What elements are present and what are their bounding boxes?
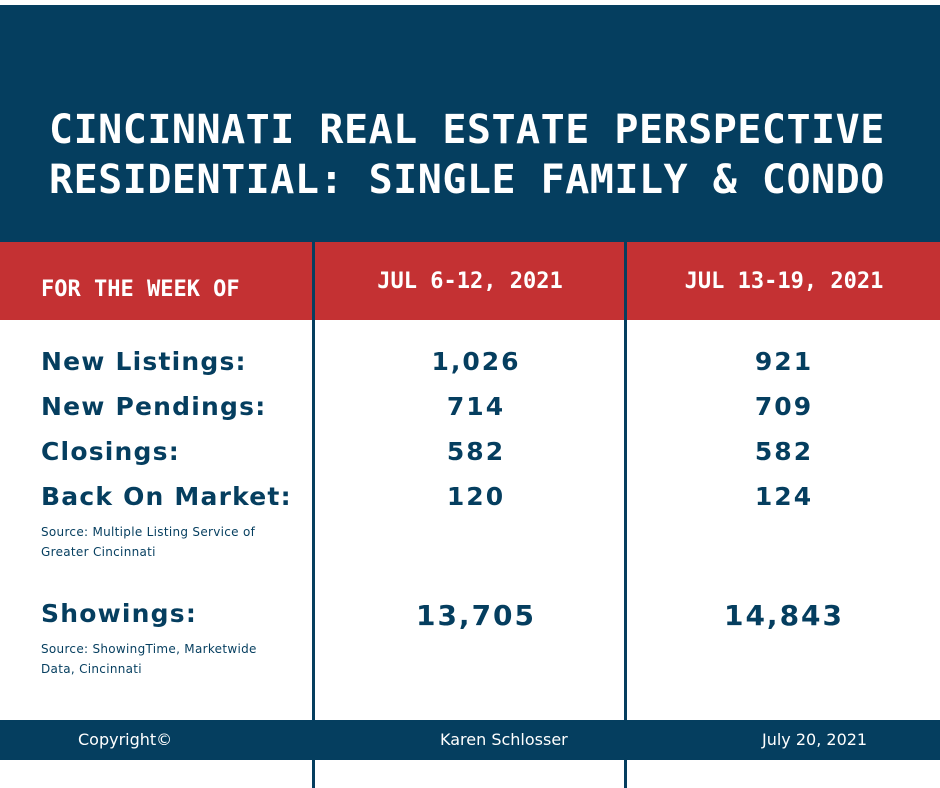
source-note-mls-line-1: Source: Multiple Listing Service of [41,525,256,539]
value-back-on-market-week-1: 120 [446,482,506,511]
value-new-pendings-week-2: 709 [754,392,814,421]
footer-author: Karen Schlosser [440,730,568,749]
column-header-week-2: JUL 13-19, 2021 [684,268,884,294]
column-header-bar: FOR THE WEEK OF JUL 6-12, 2021 JUL 13-19… [0,242,940,320]
row-label-back-on-market: Back On Market: [41,482,292,511]
title-line-2: RESIDENTIAL: SINGLE FAMILY & CONDO [49,157,885,203]
value-new-listings-week-1: 1,026 [431,347,521,376]
row-label-closings: Closings: [41,437,180,466]
source-note-showingtime-line-2: Data, Cincinnati [41,662,142,676]
value-new-listings-week-2: 921 [754,347,814,376]
value-showings-week-2: 14,843 [723,599,845,632]
row-label-showings: Showings: [41,599,198,628]
column-divider-2 [624,242,627,788]
footer-bar: Copyright© Karen Schlosser July 20, 2021 [0,720,940,760]
value-closings-week-1: 582 [446,437,506,466]
column-header-week-1: JUL 6-12, 2021 [377,268,563,294]
value-closings-week-2: 582 [754,437,814,466]
footer-date: July 20, 2021 [762,730,868,749]
value-showings-week-1: 13,705 [415,599,537,632]
column-divider-1 [312,242,315,788]
source-note-mls-line-2: Greater Cincinnati [41,545,156,559]
value-new-pendings-week-1: 714 [446,392,506,421]
row-label-new-pendings: New Pendings: [41,392,267,421]
source-note-showingtime-line-1: Source: ShowingTime, Marketwide [41,642,257,656]
footer-copyright: Copyright© [78,730,173,749]
title-line-1: CINCINNATI REAL ESTATE PERSPECTIVE [49,107,885,153]
header-banner: CINCINNATI REAL ESTATE PERSPECTIVE RESID… [0,5,940,242]
source-note-mls: Source: Multiple Listing Service of Grea… [41,522,255,562]
source-note-showingtime: Source: ShowingTime, Marketwide Data, Ci… [41,639,257,679]
value-back-on-market-week-2: 124 [754,482,814,511]
row-label-new-listings: New Listings: [41,347,247,376]
week-of-label: FOR THE WEEK OF [41,276,240,302]
